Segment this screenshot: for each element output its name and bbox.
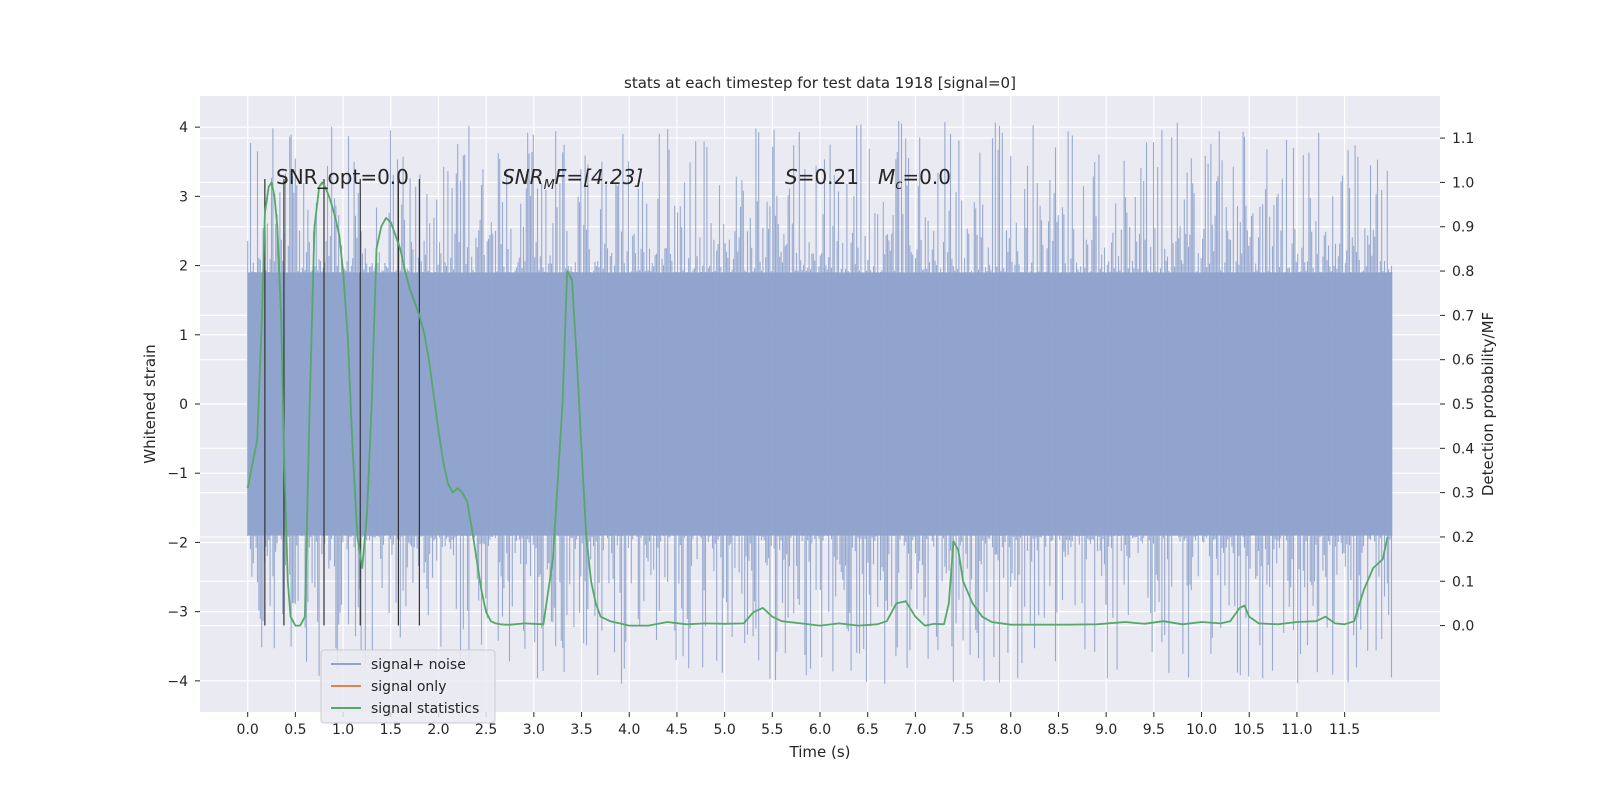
x-tick-label: 1.0 — [332, 722, 354, 738]
x-tick-label: 9.5 — [1143, 722, 1165, 738]
annotation-mc: Mc=0.0 — [878, 165, 951, 193]
y2-tick-label: 0.4 — [1452, 441, 1474, 457]
annotation-snr-mf: SNRMF=[4.23] — [502, 165, 643, 193]
legend-label-signal-noise: signal+ noise — [371, 657, 466, 673]
y-tick-label: 3 — [179, 189, 188, 205]
x-tick-label: 8.0 — [1000, 722, 1022, 738]
x-tick-label: 10.5 — [1234, 722, 1265, 738]
y2-tick-label: 0.9 — [1452, 220, 1474, 236]
x-tick-label: 9.0 — [1095, 722, 1117, 738]
y-axis-label: Whitened strain — [141, 344, 159, 463]
y2-tick-label: 0.2 — [1452, 530, 1474, 546]
x-tick-label: 1.5 — [380, 722, 402, 738]
y2-tick-label: 1.1 — [1452, 131, 1474, 147]
x-tick-label: 8.5 — [1047, 722, 1069, 738]
y-tick-label: −2 — [167, 535, 188, 551]
y2-tick-label: 0.1 — [1452, 574, 1474, 590]
y-tick-label: −3 — [167, 605, 188, 621]
y2-tick-label: 0.8 — [1452, 264, 1474, 280]
y-tick-label: 0 — [179, 397, 188, 413]
legend: signal+ noise signal only signal statist… — [320, 649, 496, 724]
x-tick-label: 0.5 — [284, 722, 306, 738]
y-tick-label: 4 — [179, 120, 188, 136]
vertical-markers — [264, 179, 420, 626]
x-tick-label: 4.5 — [666, 722, 688, 738]
x-tick-label: 3.5 — [570, 722, 592, 738]
y-tick-label: 1 — [179, 328, 188, 344]
y2-tick-label: 0.5 — [1452, 397, 1474, 413]
x-tick-label: 10.0 — [1186, 722, 1217, 738]
x-tick-label: 7.5 — [952, 722, 974, 738]
y2-tick-label: 0.0 — [1452, 619, 1474, 635]
x-tick-label: 3.0 — [523, 722, 545, 738]
chart-title: stats at each timestep for test data 191… — [624, 74, 1016, 92]
x-ticks: 0.0 0.5 1.0 1.5 2.0 2.5 3.0 3.5 4.0 4.5 5.0 5.5 6.0 6… — [237, 712, 1360, 738]
series-signal-noise — [247, 121, 1393, 684]
x-tick-label: 6.0 — [809, 722, 831, 738]
annotation-s: S=0.21 — [785, 165, 859, 189]
y2-axis-label: Detection probability/MF — [1479, 312, 1497, 496]
y-tick-label: −4 — [167, 674, 188, 690]
y2-tick-label: 0.6 — [1452, 353, 1474, 369]
x-tick-label: 5.5 — [761, 722, 783, 738]
y-ticks: 4 3 2 1 0 −1 −2 −3 −4 — [167, 120, 200, 690]
noise-trace — [247, 121, 1393, 684]
legend-label-signal-only: signal only — [371, 679, 446, 695]
series-signal-statistics — [246, 181, 1389, 627]
x-tick-label: 11.5 — [1329, 722, 1360, 738]
legend-label-signal-statistics: signal statistics — [371, 701, 479, 717]
x-tick-label: 2.5 — [475, 722, 497, 738]
x-tick-label: 5.0 — [713, 722, 735, 738]
y-tick-label: −1 — [167, 466, 188, 482]
y2-tick-label: 0.7 — [1452, 308, 1474, 324]
y2-tick-label: 1.0 — [1452, 175, 1474, 191]
y-tick-label: 2 — [179, 259, 188, 275]
x-tick-label: 4.0 — [618, 722, 640, 738]
y2-tick-label: 0.3 — [1452, 486, 1474, 502]
x-tick-label: 6.5 — [857, 722, 879, 738]
signal-statistics-line — [246, 181, 1389, 627]
x-tick-label: 11.0 — [1281, 722, 1312, 738]
y2-ticks: 1.1 1.0 0.9 0.8 0.7 0.6 0.5 0.4 0.3 0.2 0.1 0.0 — [1440, 131, 1474, 635]
annotation-snr-opt: SNR_opt=0.0 — [276, 165, 409, 189]
x-tick-label: 2.0 — [427, 722, 449, 738]
legend-box — [320, 649, 496, 724]
x-tick-label: 0.0 — [237, 722, 259, 738]
x-tick-label: 7.0 — [904, 722, 926, 738]
x-axis-label: Time (s) — [789, 743, 851, 761]
